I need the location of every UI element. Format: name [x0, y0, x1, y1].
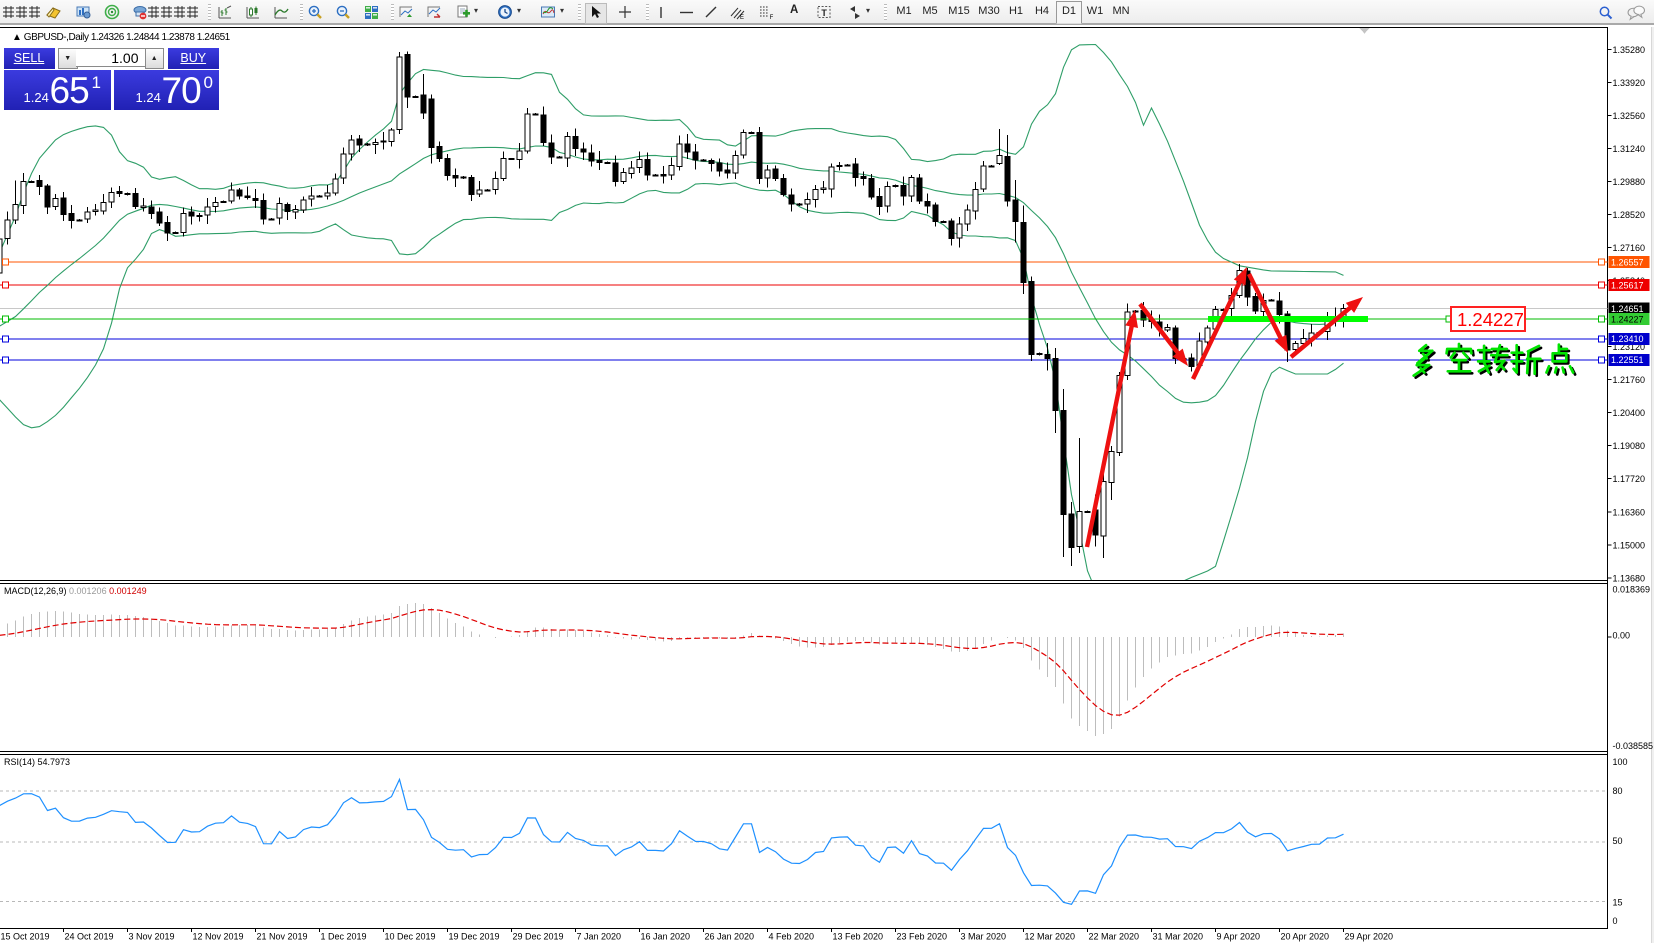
svg-text:0.00: 0.00 — [1613, 631, 1631, 641]
svg-text:1.20400: 1.20400 — [1613, 408, 1646, 418]
svg-text:-0.038585: -0.038585 — [1613, 741, 1654, 751]
svg-text:80: 80 — [1613, 786, 1623, 796]
svg-text:▲ GBPUSD-,Daily 1.24326 1.248: ▲ GBPUSD-,Daily 1.24326 1.24844 1.23878 … — [12, 32, 231, 43]
svg-text:1.23410: 1.23410 — [1611, 334, 1644, 344]
svg-text:3 Mar 2020: 3 Mar 2020 — [961, 932, 1007, 942]
svg-text:0: 0 — [1613, 916, 1618, 926]
svg-text:23 Feb 2020: 23 Feb 2020 — [897, 932, 948, 942]
svg-text:1.33920: 1.33920 — [1613, 78, 1646, 88]
svg-text:1.24227: 1.24227 — [1457, 309, 1524, 330]
svg-text:1.31240: 1.31240 — [1613, 144, 1646, 154]
svg-text:1.13680: 1.13680 — [1613, 573, 1646, 583]
svg-text:31 Mar 2020: 31 Mar 2020 — [1153, 932, 1204, 942]
svg-text:1.22551: 1.22551 — [1611, 355, 1644, 365]
svg-text:1.19080: 1.19080 — [1613, 441, 1646, 451]
svg-text:24 Oct 2019: 24 Oct 2019 — [65, 932, 114, 942]
svg-text:1.17720: 1.17720 — [1613, 474, 1646, 484]
svg-text:1.15000: 1.15000 — [1613, 540, 1646, 550]
svg-text:RSI(14) 54.7973: RSI(14) 54.7973 — [4, 757, 70, 767]
svg-text:E: E — [740, 15, 744, 21]
svg-text:1.35280: 1.35280 — [1613, 45, 1646, 55]
svg-text:9 Apr 2020: 9 Apr 2020 — [1217, 932, 1261, 942]
svg-text:21 Nov 2019: 21 Nov 2019 — [257, 932, 308, 942]
svg-text:1.23120: 1.23120 — [1613, 342, 1646, 352]
svg-text:1.24651: 1.24651 — [1611, 304, 1644, 314]
svg-text:4 Feb 2020: 4 Feb 2020 — [769, 932, 815, 942]
svg-text:1.25617: 1.25617 — [1611, 280, 1644, 290]
svg-text:50: 50 — [1613, 836, 1623, 846]
svg-text:F: F — [770, 15, 774, 21]
svg-text:29 Dec 2019: 29 Dec 2019 — [513, 932, 564, 942]
svg-text:15 Oct 2019: 15 Oct 2019 — [1, 932, 50, 942]
svg-text:1.21760: 1.21760 — [1613, 375, 1646, 385]
svg-text:100: 100 — [1613, 757, 1628, 767]
svg-text:7 Jan 2020: 7 Jan 2020 — [577, 932, 622, 942]
svg-text:3 Nov 2019: 3 Nov 2019 — [129, 932, 175, 942]
svg-text:10 Dec 2019: 10 Dec 2019 — [385, 932, 436, 942]
svg-text:MACD(12,26,9) 0.001206 0.00124: MACD(12,26,9) 0.001206 0.001249 — [4, 586, 147, 596]
svg-text:1.24227: 1.24227 — [1611, 314, 1644, 324]
svg-text:1.32560: 1.32560 — [1613, 111, 1646, 121]
svg-text:16 Jan 2020: 16 Jan 2020 — [641, 932, 691, 942]
svg-text:13 Feb 2020: 13 Feb 2020 — [833, 932, 884, 942]
svg-text:22 Mar 2020: 22 Mar 2020 — [1089, 932, 1140, 942]
svg-text:20 Apr 2020: 20 Apr 2020 — [1281, 932, 1330, 942]
svg-text:1.27160: 1.27160 — [1613, 243, 1646, 253]
svg-text:1.26557: 1.26557 — [1611, 257, 1644, 267]
svg-text:12 Mar 2020: 12 Mar 2020 — [1025, 932, 1076, 942]
svg-text:T: T — [821, 8, 827, 18]
svg-text:0.018369: 0.018369 — [1613, 585, 1651, 595]
svg-text:15: 15 — [1613, 897, 1623, 907]
svg-text:29 Apr 2020: 29 Apr 2020 — [1345, 932, 1394, 942]
svg-text:19 Dec 2019: 19 Dec 2019 — [449, 932, 500, 942]
svg-text:1 Dec 2019: 1 Dec 2019 — [321, 932, 367, 942]
svg-text:1.16360: 1.16360 — [1613, 507, 1646, 517]
svg-text:1.29880: 1.29880 — [1613, 177, 1646, 187]
svg-text:26 Jan 2020: 26 Jan 2020 — [705, 932, 755, 942]
svg-text:1.28520: 1.28520 — [1613, 210, 1646, 220]
svg-text:12 Nov 2019: 12 Nov 2019 — [193, 932, 244, 942]
